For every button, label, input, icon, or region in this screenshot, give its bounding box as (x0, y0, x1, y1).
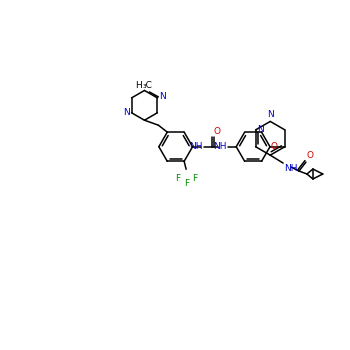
Text: NH: NH (213, 142, 226, 151)
Text: N: N (159, 92, 166, 102)
Text: O: O (307, 151, 314, 160)
Text: F: F (193, 174, 198, 183)
Text: O: O (214, 127, 220, 136)
Text: H: H (135, 82, 141, 91)
Text: O: O (271, 142, 278, 151)
Text: NH: NH (284, 164, 298, 173)
Text: F: F (175, 174, 180, 183)
Text: N: N (123, 108, 130, 117)
Text: F: F (184, 179, 190, 188)
Text: NH: NH (189, 142, 203, 151)
Text: ₃C: ₃C (142, 82, 152, 91)
Text: N: N (267, 111, 274, 119)
Text: N: N (258, 125, 264, 134)
